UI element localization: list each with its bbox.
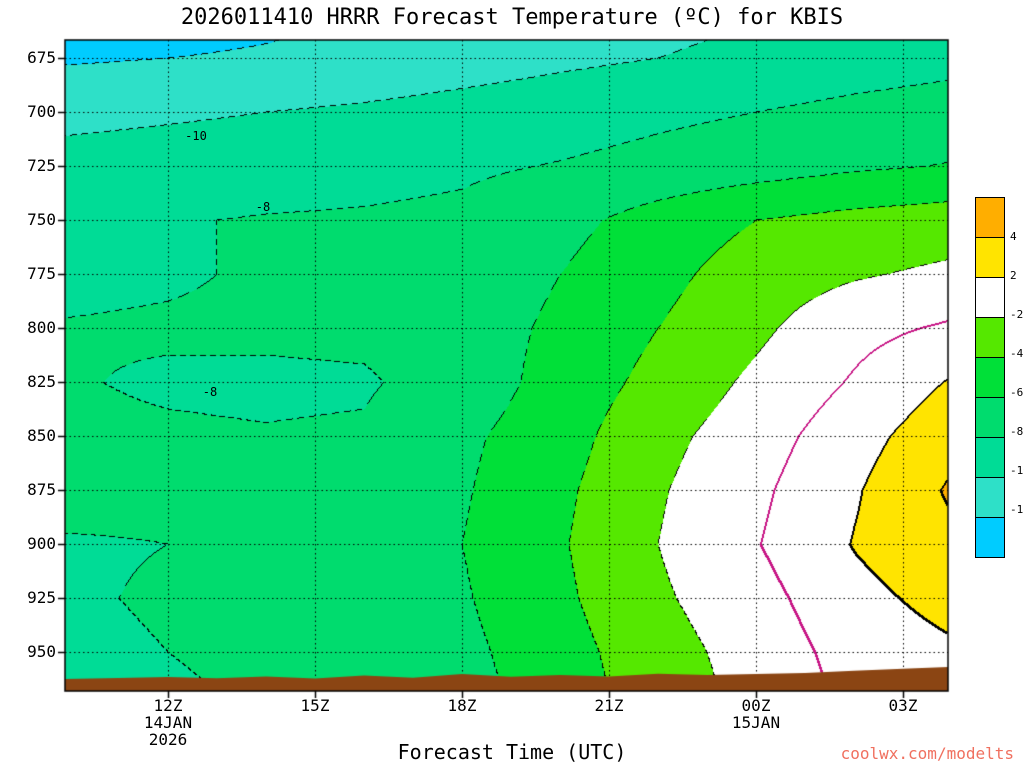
pressure-tick-725: 725 xyxy=(27,156,56,175)
watermark: coolwx.com/modelts xyxy=(840,744,1014,763)
colorbar-band xyxy=(975,277,1005,318)
colorbar-band xyxy=(975,477,1005,518)
colorbar-label-m12: -12 xyxy=(1010,503,1024,516)
colorbar-label-m4: -4 xyxy=(1010,347,1024,360)
pressure-tick-775: 775 xyxy=(27,264,56,283)
colorbar-label-m8: -8 xyxy=(1010,425,1024,438)
colorbar-band xyxy=(975,517,1005,558)
chart-title: 2026011410 HRRR Forecast Temperature (ºC… xyxy=(180,5,844,30)
pressure-tick-750: 750 xyxy=(27,210,56,229)
colorbar-label-4: 4 xyxy=(1010,230,1017,243)
time-tick-18z: 18Z xyxy=(447,696,477,715)
contour-label-minus10: -10 xyxy=(185,129,207,143)
pressure-tick-800: 800 xyxy=(27,318,56,337)
pressure-tick-850: 850 xyxy=(27,426,56,445)
colorbar-band xyxy=(975,437,1005,478)
pressure-tick-875: 875 xyxy=(27,480,56,499)
time-tick-15z: 15Z xyxy=(300,696,330,715)
pressure-tick-900: 900 xyxy=(27,534,56,553)
colorbar-label-m6: -6 xyxy=(1010,386,1024,399)
year-label-2026: 2026 xyxy=(148,730,188,749)
contour-label-minus8-lower: -8 xyxy=(202,385,218,399)
pressure-tick-825: 825 xyxy=(27,372,56,391)
colorbar-band xyxy=(975,357,1005,398)
date-label-14jan: 14JAN xyxy=(143,713,193,732)
time-tick-03z: 03Z xyxy=(888,696,918,715)
time-tick-12z: 12Z xyxy=(153,696,183,715)
colorbar-band xyxy=(975,237,1005,278)
x-axis-title: Forecast Time (UTC) xyxy=(397,740,627,764)
pressure-tick-925: 925 xyxy=(27,588,56,607)
colorbar-band xyxy=(975,317,1005,358)
contour-label-minus8-upper: -8 xyxy=(255,200,271,214)
colorbar-band xyxy=(975,397,1005,438)
pressure-tick-700: 700 xyxy=(27,102,56,121)
pressure-tick-675: 675 xyxy=(27,48,56,67)
colorbar-label-m2: -2 xyxy=(1010,308,1024,321)
colorbar-label-m10: -10 xyxy=(1010,464,1024,477)
colorbar-label-2: 2 xyxy=(1010,269,1017,282)
time-tick-00z: 00Z xyxy=(741,696,771,715)
date-label-15jan: 15JAN xyxy=(731,713,781,732)
colorbar-band xyxy=(975,197,1005,238)
time-tick-21z: 21Z xyxy=(594,696,624,715)
pressure-tick-950: 950 xyxy=(27,642,56,661)
colorbar xyxy=(975,197,1005,558)
